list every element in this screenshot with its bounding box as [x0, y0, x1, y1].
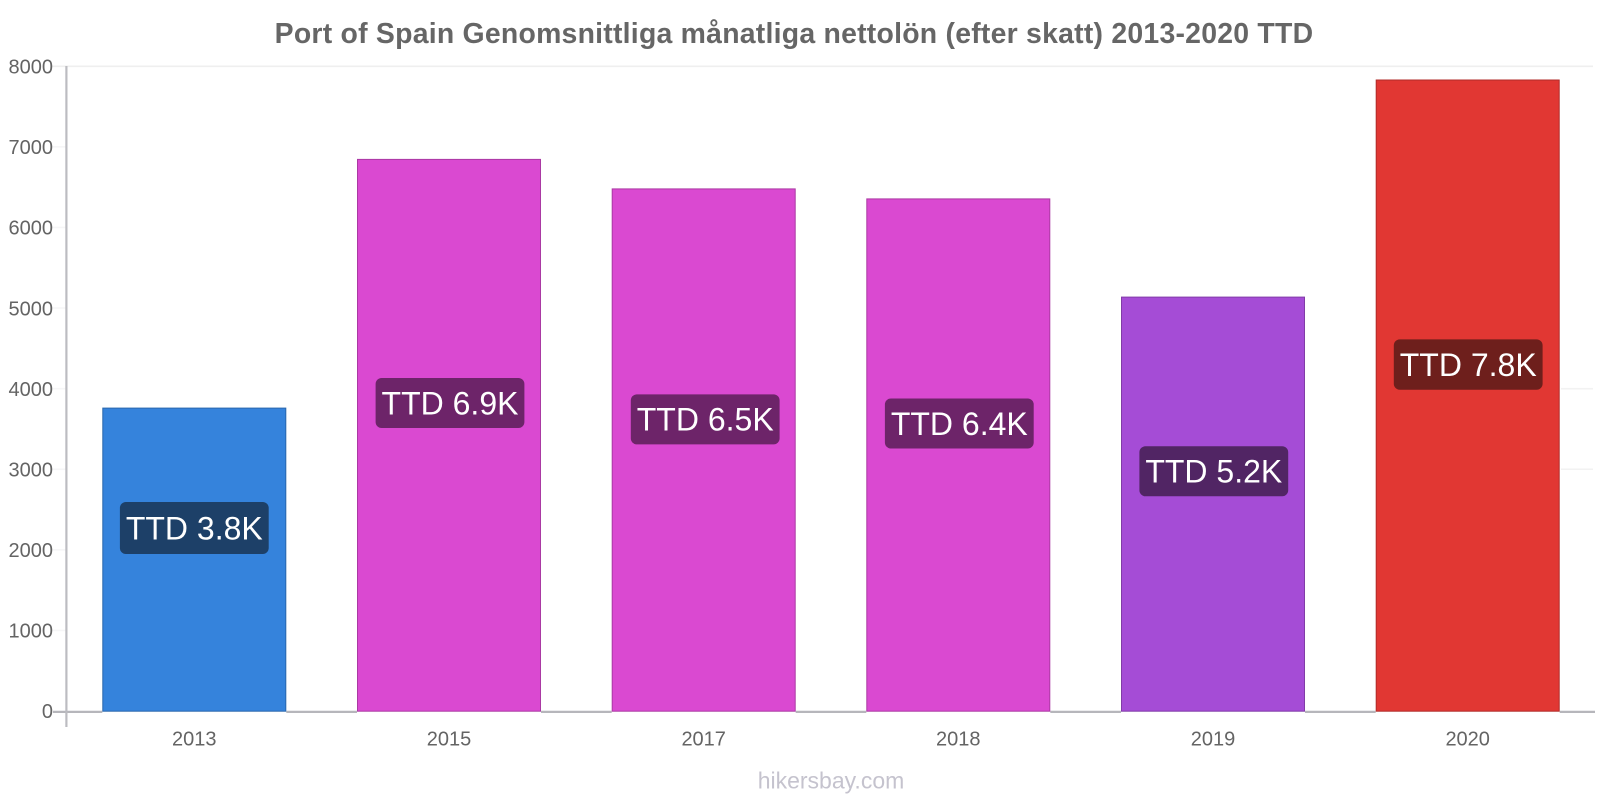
svg-text:2013: 2013 [172, 729, 217, 751]
svg-text:2020: 2020 [1445, 729, 1490, 751]
svg-text:TTD 7.8K: TTD 7.8K [1400, 347, 1537, 383]
svg-text:2018: 2018 [936, 729, 981, 751]
svg-text:2019: 2019 [1191, 729, 1236, 751]
svg-text:TTD 3.8K: TTD 3.8K [126, 510, 263, 546]
svg-text:Port of Spain Genomsnittliga m: Port of Spain Genomsnittliga månatliga n… [275, 18, 1314, 50]
svg-text:hikersbay.com: hikersbay.com [758, 768, 905, 794]
svg-text:0: 0 [42, 701, 53, 723]
svg-text:2015: 2015 [427, 729, 472, 751]
svg-text:8000: 8000 [9, 57, 54, 79]
svg-text:2000: 2000 [9, 540, 54, 562]
svg-text:7000: 7000 [9, 137, 54, 159]
svg-text:TTD 5.2K: TTD 5.2K [1145, 454, 1282, 490]
svg-text:6000: 6000 [9, 218, 54, 240]
svg-text:4000: 4000 [9, 379, 54, 401]
svg-text:2017: 2017 [681, 729, 726, 751]
svg-text:TTD 6.4K: TTD 6.4K [891, 406, 1028, 442]
svg-text:1000: 1000 [9, 621, 54, 643]
svg-text:3000: 3000 [9, 460, 54, 482]
svg-text:TTD 6.5K: TTD 6.5K [637, 402, 774, 438]
svg-text:TTD 6.9K: TTD 6.9K [382, 385, 519, 421]
svg-text:5000: 5000 [9, 298, 54, 320]
